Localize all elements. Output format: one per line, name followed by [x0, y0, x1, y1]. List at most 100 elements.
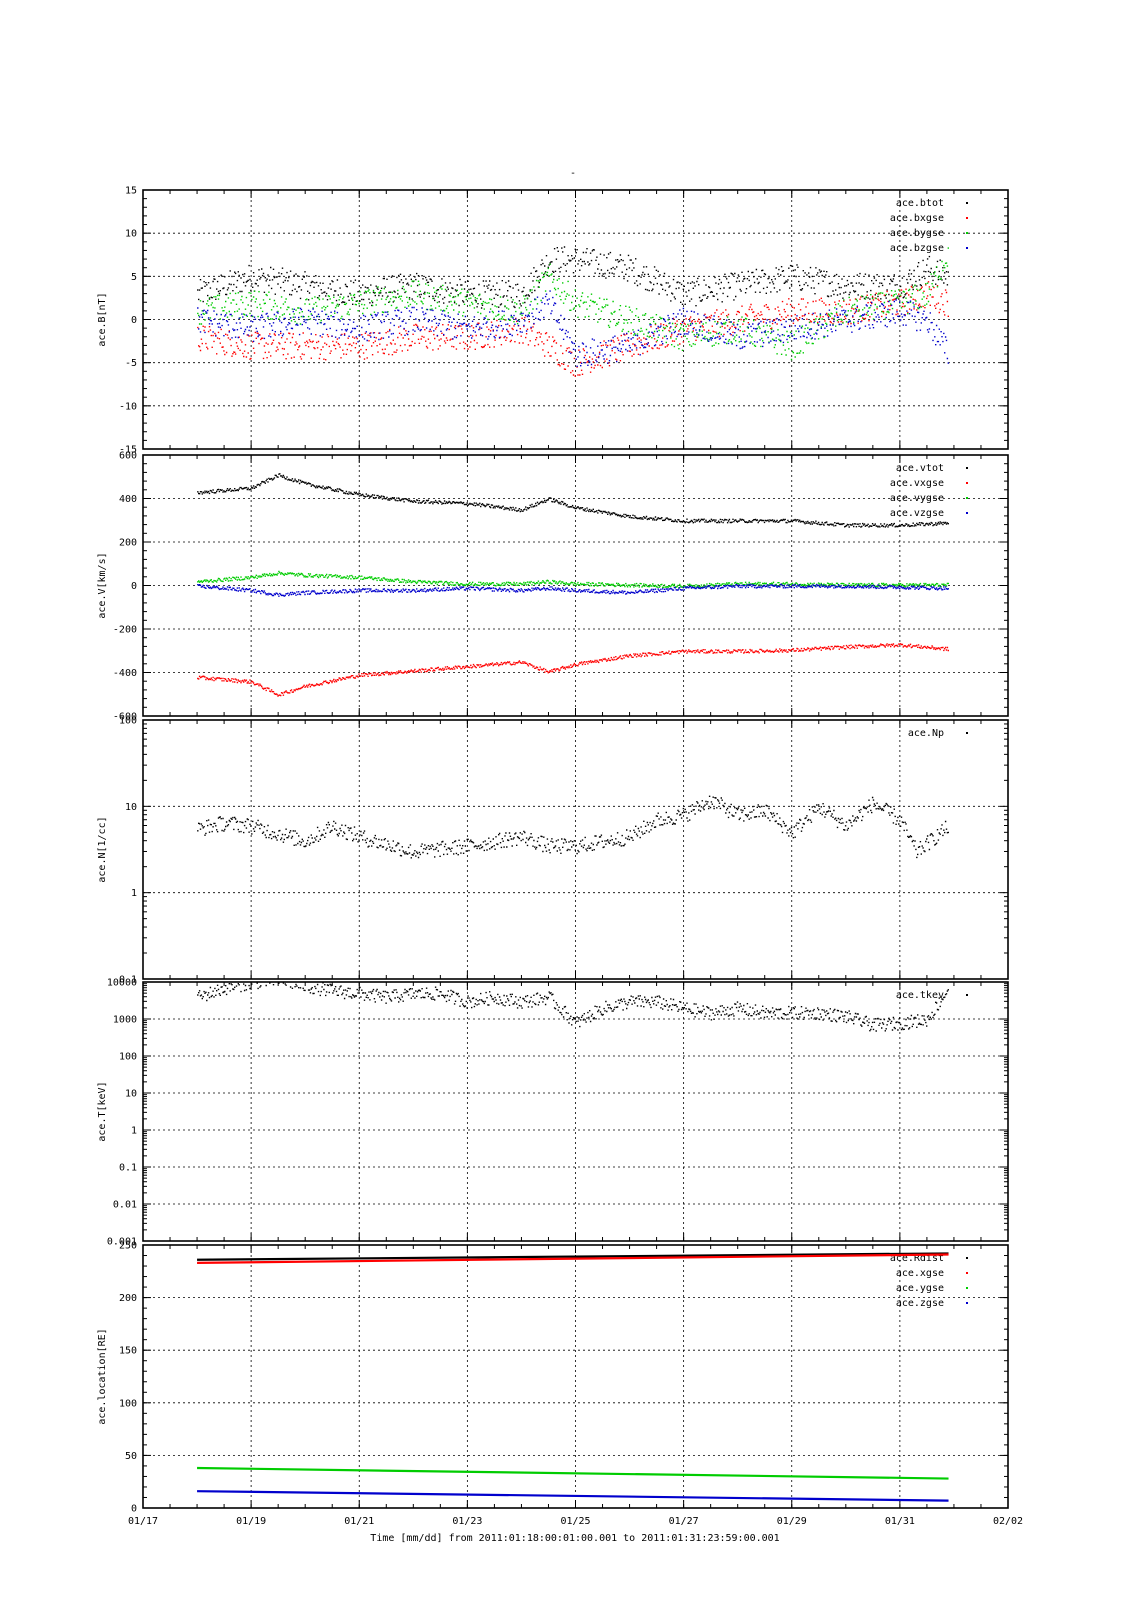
y-tick-label: 200: [119, 538, 137, 549]
x-tick-label: 01/31: [885, 1516, 915, 1527]
legend-label: ace.Np: [908, 728, 944, 739]
panel-1: 15 10 5 0 -5 -10 -15 ace.B[nT] ace.btot ace.bxgse…: [97, 186, 1009, 456]
y-tick-label: -15: [119, 445, 137, 456]
panel-frame: [142, 1244, 1009, 1509]
panel-4: 10000 1000 100 10 1 0.1 0.01 0.001 ace.T[keV] ace…: [97, 978, 1009, 1248]
series-points: [197, 982, 950, 1032]
y-tick-label: 5: [131, 272, 137, 283]
y-tick-label: 10000: [107, 978, 137, 989]
y-tick-label: 1: [131, 888, 137, 899]
series-ace-bzgse: [197, 290, 950, 367]
legend-marker: [966, 732, 968, 734]
series-line: [197, 1490, 949, 1502]
y-tick-label: 1000: [113, 1015, 137, 1026]
series-ace-tkev: [197, 982, 950, 1032]
panel-frame: [142, 454, 1009, 717]
legend-marker: [966, 202, 968, 204]
legend-marker: [966, 217, 968, 219]
y-tick-label: 150: [119, 1346, 137, 1357]
y-axis-label: ace.T[keV]: [97, 1081, 108, 1141]
series-ace-vygse: [197, 570, 950, 589]
y-tick-label: 10: [125, 1089, 137, 1100]
series-ace-xgse: [197, 1253, 949, 1264]
x-tick-label: 01/25: [560, 1516, 590, 1527]
y-tick-label: -600: [113, 712, 137, 723]
x-tick-label: 01/23: [452, 1516, 482, 1527]
series-ace-vtot: [197, 473, 950, 528]
series-line: [197, 1252, 949, 1261]
x-tick-label: 01/29: [777, 1516, 807, 1527]
panel-frame: [142, 719, 1009, 980]
y-tick-label: 0.1: [119, 975, 137, 986]
y-axis-label: ace.N[1/cc]: [97, 816, 108, 882]
y-axis-label: ace.location[RE]: [97, 1328, 108, 1424]
y-tick-label: -200: [113, 625, 137, 636]
x-tick-label: 01/17: [128, 1516, 158, 1527]
series-points: [197, 290, 950, 367]
legend-label: ace.vygse: [890, 493, 944, 504]
x-tick-label: 02/02: [993, 1516, 1023, 1527]
y-tick-label: 0: [131, 1504, 137, 1515]
y-tick-label: 1: [131, 1126, 137, 1137]
y-tick-label: 0: [131, 581, 137, 592]
legend-marker: [966, 994, 968, 996]
y-tick-label: -10: [119, 401, 137, 412]
series-ace-Np: [197, 795, 950, 859]
legend-marker: [966, 247, 968, 249]
y-tick-label: -5: [125, 358, 137, 369]
legend-marker: [966, 1302, 968, 1304]
legend-label: ace.vtot: [896, 463, 944, 474]
legend-label: ace.ygse: [896, 1283, 944, 1294]
series-ace-btot: [197, 246, 950, 309]
y-tick-label: 100: [119, 1398, 137, 1409]
y-tick-label: 10: [125, 229, 137, 240]
y-tick-label: 400: [119, 494, 137, 505]
y-tick-label: 0: [131, 315, 137, 326]
y-tick-label: 50: [125, 1451, 137, 1462]
series-points: [197, 643, 950, 697]
y-tick-label: 200: [119, 1293, 137, 1304]
y-tick-label: 600: [119, 451, 137, 462]
series-points: [197, 473, 950, 528]
panel-frame: [142, 981, 1009, 1242]
x-tick-label: 01/19: [236, 1516, 266, 1527]
series-line: [197, 1253, 949, 1264]
legend-label: ace.bygse: [890, 228, 944, 239]
panel-frame: [142, 189, 1009, 450]
x-axis: 01/17 01/19 01/21 01/23 01/25 01/27 01/29 01/31…: [128, 1516, 1023, 1527]
y-tick-label: 0.001: [107, 1237, 137, 1248]
legend-marker: [966, 1257, 968, 1259]
x-tick-label: 01/21: [344, 1516, 374, 1527]
series-ace-Rdist: [197, 1252, 949, 1261]
x-axis-label: Time [mm/dd] from 2011:01:18:00:01:00.00…: [370, 1533, 779, 1544]
panel-3: 100 10 1 0.1 ace.N[1/cc] ace.Np: [97, 716, 1009, 986]
legend-label: ace.vxgse: [890, 478, 944, 489]
figure-title: -: [570, 168, 576, 179]
legend-marker: [966, 232, 968, 234]
y-tick-label: 250: [119, 1241, 137, 1252]
x-tick-label: 01/27: [669, 1516, 699, 1527]
y-tick-label: 10: [125, 802, 137, 813]
series-points: [197, 246, 950, 309]
y-tick-label: -400: [113, 668, 137, 679]
panel-5: 250 200 150 100 50 0 ace.location[RE] ace.Rdist…: [97, 1241, 1009, 1515]
legend-marker: [966, 497, 968, 499]
y-axis-label: ace.V[km/s]: [97, 552, 108, 618]
series-ace-ygse: [197, 1466, 949, 1480]
legend-label: ace.bxgse: [890, 213, 944, 224]
series-points: [197, 570, 950, 589]
series-ace-vzgse: [197, 583, 950, 597]
legend-marker: [966, 467, 968, 469]
legend-marker: [966, 1272, 968, 1274]
legend-marker: [966, 482, 968, 484]
y-tick-label: 15: [125, 186, 137, 197]
series-line: [197, 1466, 949, 1480]
y-axis-label: ace.B[nT]: [97, 292, 108, 346]
legend-label: ace.btot: [896, 198, 944, 209]
legend-label: ace.vzgse: [890, 508, 944, 519]
series-points: [197, 583, 950, 597]
y-tick-label: 0.1: [119, 1163, 137, 1174]
legend-marker: [966, 1287, 968, 1289]
panels: 151050-5-10-15ace.B[nT]ace.btotace.bxgse…: [97, 186, 1009, 1515]
